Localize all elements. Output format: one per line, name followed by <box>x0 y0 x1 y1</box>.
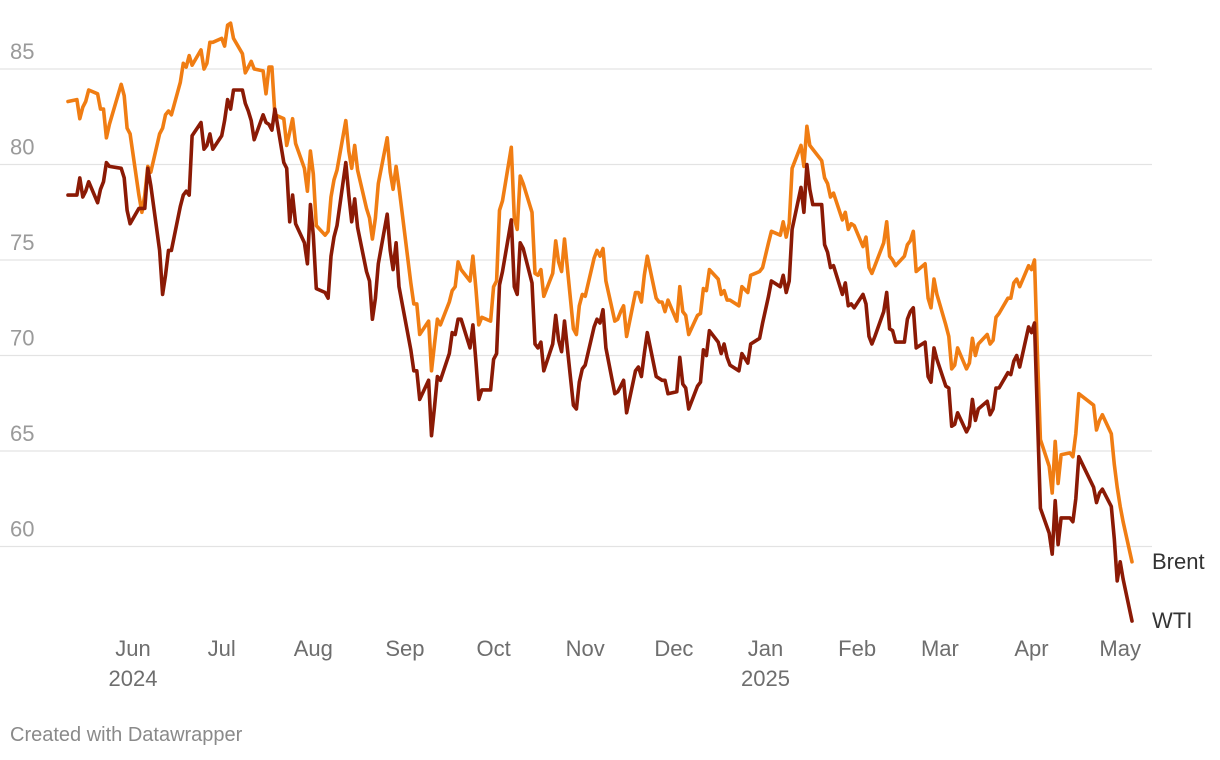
x-tick-label-jan: Jan <box>748 636 783 661</box>
x-tick-label-may: May <box>1099 636 1141 661</box>
y-tick-label-60: 60 <box>10 517 34 542</box>
x-tick-label-nov: Nov <box>566 636 605 661</box>
y-tick-label-70: 70 <box>10 326 34 351</box>
series-label-brent: Brent <box>1152 549 1205 574</box>
x-tick-label-aug: Aug <box>294 636 333 661</box>
chart-credit: Created with Datawrapper <box>10 724 243 746</box>
y-axis-ticks: 60 65 70 75 80 85 <box>10 39 34 542</box>
x-tick-label-sep: Sep <box>385 636 424 661</box>
series-labels: Brent WTI <box>1152 549 1205 633</box>
y-tick-label-75: 75 <box>10 230 34 255</box>
series-line-brent <box>66 21 1134 564</box>
x-tick-label-apr: Apr <box>1014 636 1048 661</box>
x-tick-label-oct: Oct <box>476 636 510 661</box>
y-tick-label-85: 85 <box>10 39 34 64</box>
x-tick-label-jul: Jul <box>208 636 236 661</box>
series-lines <box>66 21 1134 623</box>
x-tick-year-2025: 2025 <box>741 666 790 691</box>
y-tick-label-65: 65 <box>10 421 34 446</box>
series-label-wti: WTI <box>1152 608 1192 633</box>
gridlines <box>0 68 1152 548</box>
x-tick-label-feb: Feb <box>838 636 876 661</box>
x-tick-label-mar: Mar <box>921 636 959 661</box>
x-tick-label-dec: Dec <box>654 636 693 661</box>
x-tick-label-jun: Jun <box>115 636 150 661</box>
series-line-wti <box>66 88 1134 623</box>
y-tick-label-80: 80 <box>10 135 34 160</box>
x-axis-ticks: Jun 2024 Jul Aug Sep Oct Nov Dec Jan 2025 Feb Mar Ap… <box>109 636 1141 691</box>
x-tick-year-2024: 2024 <box>109 666 158 691</box>
